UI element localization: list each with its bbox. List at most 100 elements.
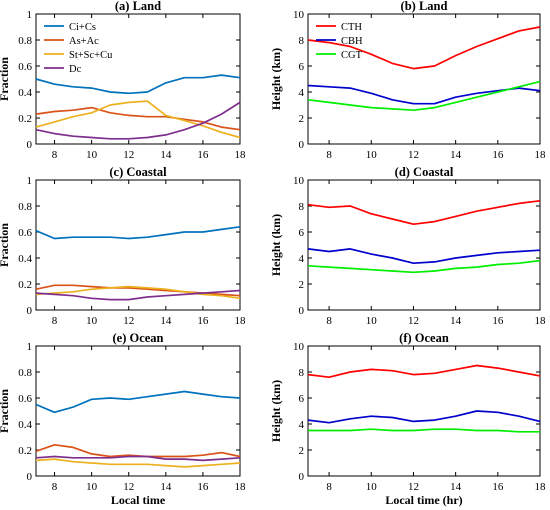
y-tick-label: 10 — [293, 9, 305, 21]
panel-1: 8 10 12 14 16 18 0 2 4 6 8 10 (b) Land Height (km) CTH… — [269, 0, 546, 161]
x-axis-label: Local time — [111, 493, 166, 507]
x-tick-label: 18 — [535, 481, 547, 493]
y-tick-label: 0.4 — [18, 253, 32, 265]
x-tick-label: 14 — [160, 149, 172, 161]
axes-frame — [307, 13, 541, 145]
panel-4: 8 10 12 14 16 18 0 0.2 0.4 0.6 0.8 1 (e) Ocean Fracti… — [0, 331, 246, 507]
y-tick-label: 0.8 — [18, 201, 32, 213]
x-tick-label: 12 — [408, 149, 419, 161]
series-line-ci-cs — [35, 225, 241, 240]
y-tick-label: 8 — [299, 201, 305, 213]
panel-title: (b) Land — [401, 0, 448, 13]
x-tick-label: 14 — [160, 481, 172, 493]
x-tick-label: 8 — [52, 315, 58, 327]
legend-label: CTH — [341, 22, 362, 33]
x-tick-label: 16 — [492, 315, 504, 327]
y-tick-label: 8 — [299, 35, 305, 47]
y-tick-label: 10 — [293, 341, 305, 353]
legend-label: Dc — [69, 64, 82, 75]
series-line-ci-cs — [35, 74, 241, 95]
y-axis-label: Fraction — [0, 223, 11, 267]
x-tick-label: 10 — [366, 481, 378, 493]
y-axis-label: Height (km) — [269, 48, 283, 110]
panel-title: (c) Coastal — [109, 165, 167, 179]
y-axis-label: Height (km) — [269, 380, 283, 442]
y-tick-label: 0 — [299, 471, 305, 483]
y-tick-label: 0 — [27, 471, 33, 483]
y-axis-label: Fraction — [0, 389, 11, 433]
x-tick-label: 14 — [450, 481, 462, 493]
y-axis-label: Height (km) — [269, 214, 283, 276]
x-tick-label: 12 — [408, 481, 419, 493]
series-line-cbh — [307, 248, 541, 265]
x-tick-label: 8 — [326, 149, 332, 161]
y-tick-label: 0.4 — [18, 87, 32, 99]
y-tick-label: 2 — [299, 113, 305, 125]
x-tick-label: 12 — [408, 315, 419, 327]
y-tick-label: 0.6 — [18, 227, 32, 239]
series-line-cbh — [307, 410, 541, 424]
x-tick-label: 8 — [52, 481, 58, 493]
y-tick-label: 4 — [299, 87, 305, 99]
series-line-cgt — [307, 80, 541, 112]
y-tick-label: 0.2 — [18, 113, 32, 125]
series-line-dc — [35, 455, 241, 462]
axes-frame — [35, 179, 241, 311]
x-tick-label: 16 — [197, 149, 209, 161]
x-tick-label: 16 — [197, 481, 209, 493]
series-line-cth — [307, 26, 541, 70]
y-tick-label: 0.2 — [18, 279, 32, 291]
axes-frame — [307, 179, 541, 311]
x-tick-label: 12 — [123, 149, 134, 161]
x-tick-label: 16 — [492, 149, 504, 161]
x-tick-label: 18 — [235, 149, 247, 161]
y-tick-label: 0.8 — [18, 367, 32, 379]
y-tick-label: 0.6 — [18, 393, 32, 405]
x-tick-label: 16 — [197, 315, 209, 327]
series-line-cth — [307, 364, 541, 379]
legend: CTH CBH CGT — [316, 22, 363, 61]
series-line-cgt — [308, 428, 540, 433]
series-line-st-sc-cu — [35, 285, 241, 300]
y-tick-label: 6 — [299, 227, 305, 239]
axes-frame — [35, 345, 241, 477]
x-tick-label: 10 — [86, 149, 98, 161]
panel-title: (a) Land — [115, 0, 161, 13]
x-tick-label: 8 — [52, 149, 58, 161]
y-tick-label: 0.4 — [18, 419, 32, 431]
series-line-cgt — [307, 259, 541, 274]
y-tick-label: 10 — [293, 175, 305, 187]
series-line-ci-cs — [35, 390, 241, 414]
y-tick-label: 1 — [27, 341, 33, 353]
y-tick-label: 6 — [299, 393, 305, 405]
x-tick-label: 18 — [235, 315, 247, 327]
series-line-dc — [35, 289, 241, 301]
y-tick-label: 0 — [299, 305, 305, 317]
x-tick-label: 12 — [123, 315, 134, 327]
y-tick-label: 0.6 — [18, 61, 32, 73]
legend: Ci+Cs As+Ac St+Sc+Cu Dc — [44, 22, 113, 75]
x-tick-label: 18 — [535, 315, 547, 327]
y-tick-label: 4 — [299, 419, 305, 431]
legend-label: St+Sc+Cu — [69, 50, 113, 61]
y-tick-label: 0 — [27, 305, 33, 317]
series-line-st-sc-cu — [35, 100, 241, 139]
panel-2: 8 10 12 14 16 18 0 0.2 0.4 0.6 0.8 1 (c) Coastal Frac… — [0, 165, 246, 327]
x-tick-label: 12 — [123, 481, 134, 493]
panel-0: 8 10 12 14 16 18 0 0.2 0.4 0.6 0.8 1 (a) Land Fractio… — [0, 0, 246, 161]
series-line-as-ac — [35, 106, 241, 131]
x-tick-label: 8 — [326, 315, 332, 327]
axes-frame — [307, 345, 541, 477]
panel-title: (e) Ocean — [112, 331, 163, 345]
panel-3: 8 10 12 14 16 18 0 2 4 6 8 10 (d) Coastal Height (km) — [269, 165, 546, 327]
series-line-st-sc-cu — [35, 458, 241, 468]
series-line-cbh — [307, 84, 541, 105]
panel-title: (d) Coastal — [395, 165, 454, 179]
y-tick-label: 4 — [299, 253, 305, 265]
legend-label: Ci+Cs — [69, 22, 96, 33]
y-axis-label: Fraction — [0, 57, 11, 101]
x-tick-label: 10 — [86, 315, 98, 327]
x-tick-label: 16 — [492, 481, 504, 493]
y-tick-label: 0 — [27, 139, 33, 151]
y-tick-label: 2 — [299, 279, 305, 291]
